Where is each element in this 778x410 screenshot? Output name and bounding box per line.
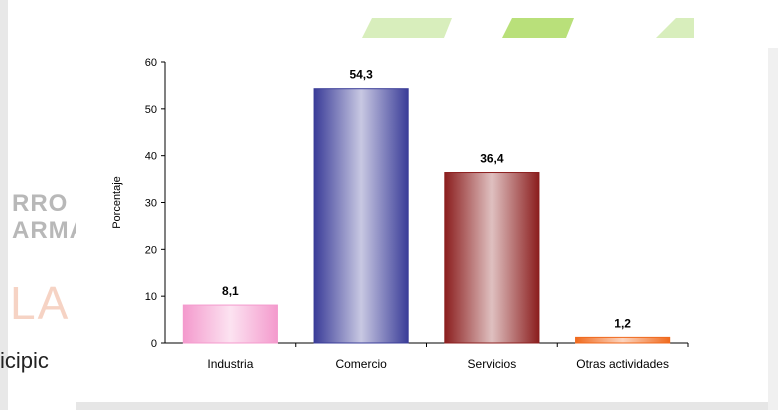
y-tick-label: 60 bbox=[145, 57, 157, 69]
x-tick-label: Comercio bbox=[335, 357, 387, 371]
deco-stripe-3 bbox=[656, 18, 694, 38]
data-label: 1,2 bbox=[614, 316, 631, 330]
bar-comercio bbox=[313, 88, 409, 344]
background-text-2: ARMA bbox=[12, 217, 88, 244]
left-edge-strip bbox=[0, 0, 8, 410]
deco-stripe-2 bbox=[502, 18, 574, 38]
x-tick-label: Servicios bbox=[468, 357, 517, 371]
bar-servicios bbox=[444, 172, 540, 344]
bar-industria bbox=[182, 304, 278, 344]
y-tick-label: 0 bbox=[151, 338, 157, 350]
x-tick-label: Industria bbox=[207, 357, 253, 371]
right-edge-strip bbox=[768, 48, 778, 410]
background-text-4: icipic bbox=[0, 348, 49, 373]
y-axis-label: Porcentaje bbox=[111, 176, 123, 229]
x-tick-label: Otras actividades bbox=[576, 357, 669, 371]
y-tick-label: 20 bbox=[145, 244, 157, 256]
decorative-stripes bbox=[362, 18, 694, 38]
background-text-1: RRO bbox=[12, 190, 69, 217]
y-tick-label: 30 bbox=[145, 198, 157, 210]
data-label: 54,3 bbox=[349, 68, 373, 82]
data-label: 36,4 bbox=[480, 152, 504, 166]
deco-stripe-1 bbox=[362, 18, 452, 38]
data-label: 8,1 bbox=[222, 284, 239, 298]
y-tick-label: 50 bbox=[145, 104, 157, 116]
y-tick-label: 10 bbox=[145, 291, 157, 303]
bottom-edge-strip bbox=[76, 402, 768, 410]
bar-otras-actividades bbox=[575, 336, 671, 344]
y-tick-label: 40 bbox=[145, 151, 157, 163]
